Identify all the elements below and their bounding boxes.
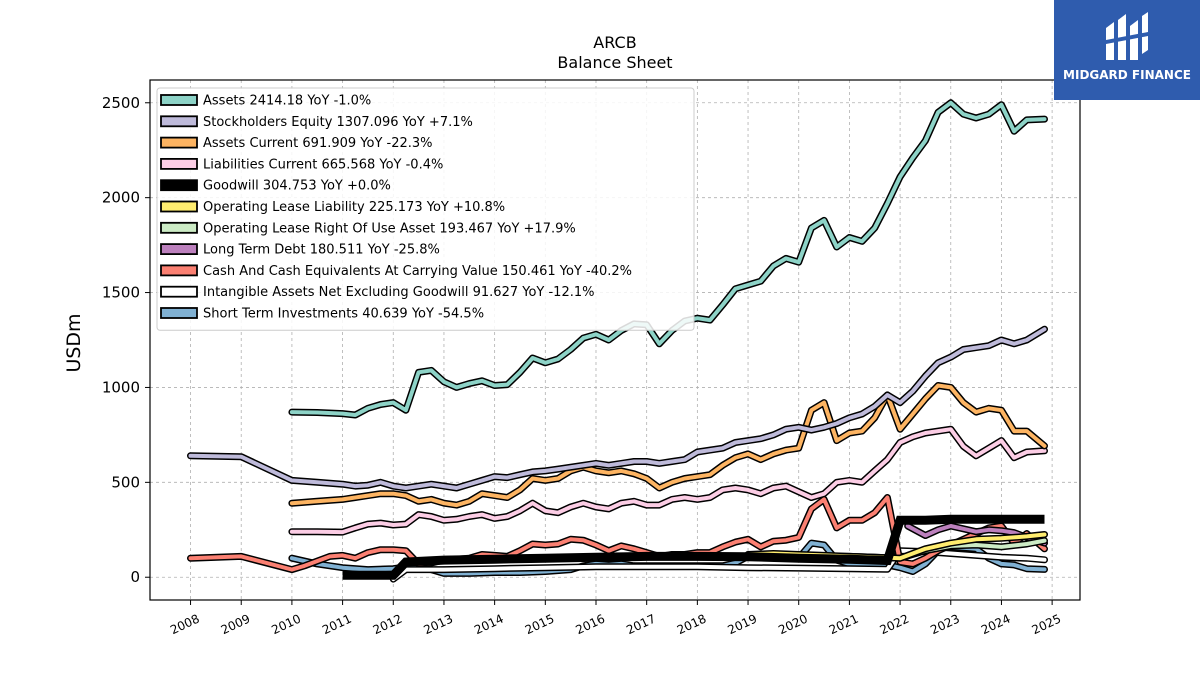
- x-tick-label: 2010: [269, 612, 303, 638]
- legend-label: Assets 2414.18 YoY -1.0%: [203, 94, 371, 109]
- legend-item: Operating Lease Liability 225.173 YoY +1…: [160, 200, 505, 215]
- legend-label: Intangible Assets Net Excluding Goodwill…: [203, 285, 594, 300]
- legend-item: Operating Lease Right Of Use Asset 193.4…: [160, 221, 576, 236]
- legend-swatch: [160, 94, 198, 106]
- y-tick-label: 2500: [102, 94, 140, 112]
- series-assets-current: [288, 382, 1048, 509]
- y-tick-label: 2000: [102, 189, 140, 207]
- x-tick-label: 2016: [574, 612, 608, 638]
- x-tick-label: 2009: [219, 612, 253, 638]
- x-tick-label: 2021: [827, 612, 861, 638]
- legend-item: Goodwill 304.753 YoY +0.0%: [160, 179, 391, 194]
- series-liabilities-current: [288, 425, 1048, 536]
- legend-swatch: [160, 157, 198, 170]
- x-tick-label: 2011: [320, 612, 354, 638]
- y-tick-label: 0: [130, 568, 140, 586]
- x-tick-label: 2023: [928, 612, 962, 638]
- y-tick-label: 1000: [102, 378, 140, 396]
- x-tick-label: 2013: [421, 612, 455, 638]
- legend-label: Short Term Investments 40.639 YoY -54.5%: [203, 307, 484, 322]
- brand-name: MIDGARD FINANCE: [1063, 68, 1191, 82]
- legend-swatch: [160, 307, 198, 319]
- y-axis-label: USDm: [63, 313, 85, 372]
- legend-item: Stockholders Equity 1307.096 YoY +7.1%: [160, 115, 473, 130]
- legend-label: Operating Lease Liability 225.173 YoY +1…: [203, 200, 505, 215]
- legend: Assets 2414.18 YoY -1.0% Stockholders Equ…: [156, 87, 695, 331]
- brand-logo: MIDGARD FINANCE: [1054, 0, 1200, 100]
- series-line: [188, 327, 1047, 490]
- legend-label: Goodwill 304.753 YoY +0.0%: [203, 179, 391, 194]
- x-tick-label: 2024: [979, 612, 1013, 638]
- series-goodwill: [342, 514, 1045, 580]
- chart-title: ARCB: [593, 33, 636, 52]
- legend-swatch: [160, 285, 198, 298]
- legend-item: Short Term Investments 40.639 YoY -54.5%: [160, 307, 484, 322]
- series-stockholders-equity: [187, 325, 1048, 492]
- legend-label: Long Term Debt 180.511 YoY -25.8%: [203, 243, 440, 258]
- series-layer: [187, 99, 1048, 583]
- y-tick-label: 500: [111, 473, 140, 491]
- series-intangible-assets-net-excluding-goodwill: [389, 547, 1048, 583]
- legend-swatch: [160, 264, 198, 277]
- x-tick-label: 2019: [726, 612, 760, 638]
- legend-swatch: [160, 221, 198, 234]
- y-tick-label: 1500: [102, 284, 140, 302]
- legend-item: Assets 2414.18 YoY -1.0%: [160, 94, 371, 109]
- legend-swatch: [160, 115, 198, 128]
- x-tick-label: 2018: [675, 612, 709, 638]
- legend-item: Long Term Debt 180.511 YoY -25.8%: [160, 243, 440, 258]
- x-tick-label: 2020: [776, 612, 810, 638]
- chart-subtitle: Balance Sheet: [557, 53, 672, 72]
- series-line: [391, 548, 1047, 582]
- legend-item: Liabilities Current 665.568 YoY -0.4%: [160, 157, 443, 172]
- x-tick-label: 2008: [168, 612, 202, 638]
- series-line: [289, 383, 1047, 508]
- legend-label: Operating Lease Right Of Use Asset 193.4…: [203, 221, 576, 236]
- legend-item: Intangible Assets Net Excluding Goodwill…: [160, 285, 594, 300]
- x-tick-label: 2014: [472, 612, 506, 638]
- legend-swatch: [160, 136, 198, 149]
- legend-swatch: [160, 179, 198, 192]
- x-tick-label: 2012: [371, 612, 405, 638]
- x-tick-label: 2022: [878, 612, 912, 638]
- legend-item: Assets Current 691.909 YoY -22.3%: [160, 136, 433, 151]
- legend-label: Stockholders Equity 1307.096 YoY +7.1%: [203, 115, 473, 130]
- x-tick-label: 2017: [624, 612, 658, 638]
- x-tick-label: 2015: [523, 612, 557, 638]
- series-line: [342, 514, 1045, 580]
- legend-label: Liabilities Current 665.568 YoY -0.4%: [203, 157, 443, 172]
- legend-label: Cash And Cash Equivalents At Carrying Va…: [203, 264, 632, 279]
- series-line: [289, 427, 1047, 535]
- x-tick-label: 2025: [1030, 612, 1064, 638]
- legend-swatch: [160, 243, 198, 256]
- legend-label: Assets Current 691.909 YoY -22.3%: [203, 136, 433, 151]
- legend-item: Cash And Cash Equivalents At Carrying Va…: [160, 264, 632, 279]
- legend-box: [156, 87, 695, 331]
- logo-mark-icon: [1106, 12, 1148, 60]
- plot-frame: [149, 79, 1081, 601]
- legend-swatch: [160, 200, 198, 213]
